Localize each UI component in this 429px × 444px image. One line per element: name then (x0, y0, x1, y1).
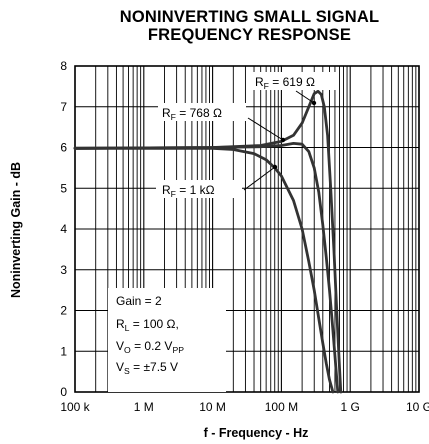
annotation-background (250, 72, 338, 90)
x-tick-label: 10 G (406, 400, 429, 414)
chart-title-line-2: FREQUENCY RESPONSE (147, 26, 352, 44)
y-tick-label: 0 (60, 385, 67, 399)
annotation-label: RF = 619 Ω (255, 75, 315, 91)
annotation-leader-line (247, 117, 284, 141)
annotations: RF = 619 Ω RF = 768 Ω RF = 1 kΩ Gain = 2 RL … (108, 72, 338, 392)
y-tick-label: 3 (60, 263, 67, 277)
y-tick-label: 2 (60, 304, 67, 318)
y-tick-label: 5 (60, 181, 67, 195)
x-tick-labels: 100 k 1 M 10 M 100 M 1 G 10 G (60, 400, 429, 414)
annotation-label: RF = 1 kΩ (162, 183, 215, 199)
chart-title-line-1: NONINVERTING SMALL SIGNAL (119, 8, 380, 26)
y-tick-label: 7 (60, 100, 67, 114)
condition-label: VS = ±7.5 V (116, 360, 178, 376)
y-tick-label: 4 (60, 222, 67, 236)
annotation-background (158, 103, 246, 121)
x-axis-label: f - Frequency - Hz (204, 426, 309, 440)
series-line (73, 146, 335, 394)
x-tick-label: 10 M (199, 400, 226, 414)
annotation-label: RF = 768 Ω (162, 106, 222, 122)
plot-frame (74, 65, 420, 393)
conditions-background (108, 288, 226, 392)
series-line (73, 89, 343, 394)
annotation-arrowhead (280, 137, 286, 143)
annotation-leader-line (243, 166, 276, 191)
annotation-leader-line (295, 90, 315, 104)
condition-label: Gain = 2 (116, 294, 162, 308)
annotation-arrowhead (311, 100, 317, 106)
condition-label: RL = 100 Ω, (116, 317, 179, 333)
annotation-background (156, 180, 242, 198)
y-tick-labels: 0 1 2 3 4 5 6 7 8 (60, 59, 67, 399)
series-line (73, 141, 340, 394)
y-tick-label: 8 (60, 59, 67, 73)
x-tick-label: 1 G (341, 400, 360, 414)
y-tick-label: 6 (60, 141, 67, 155)
y-tick-label: 1 (60, 344, 67, 358)
y-axis-label: Noninverting Gain - dB (9, 162, 23, 298)
series-lines (73, 89, 343, 394)
x-tick-label: 100 M (265, 400, 298, 414)
x-tick-label: 1 M (134, 400, 154, 414)
x-tick-label: 100 k (60, 400, 90, 414)
condition-label: VO = 0.2 VPP (116, 339, 184, 355)
annotation-arrowhead (272, 164, 278, 170)
